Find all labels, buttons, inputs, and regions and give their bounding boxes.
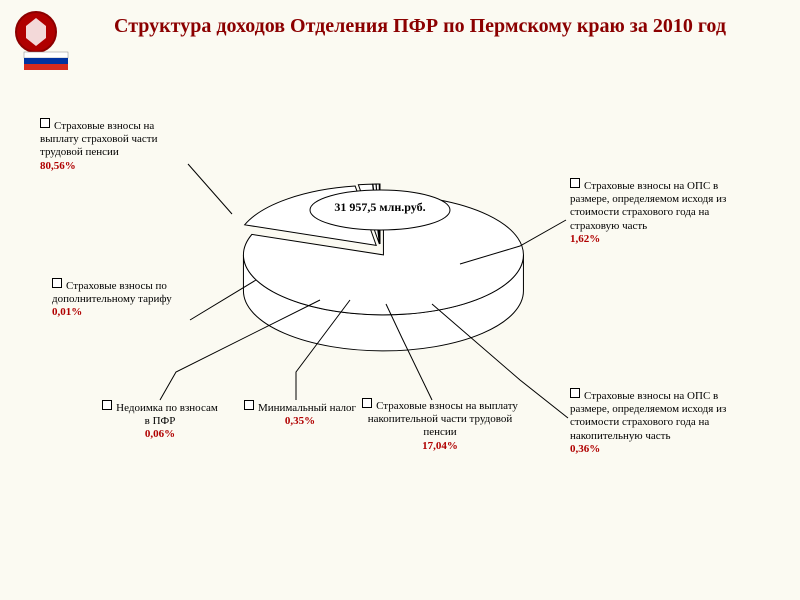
slice-label: Страховые взносы на ОПС в размере, опред… [570,388,755,456]
slice-percent: 80,56% [40,160,76,172]
legend-marker-icon [102,400,112,410]
legend-marker-icon [40,118,50,128]
legend-marker-icon [244,400,254,410]
slice-label: Страховые взносы на ОПС в размере, опред… [570,178,755,246]
legend-marker-icon [362,398,372,408]
slice-label-text: Страховые взносы на ОПС в размере, опред… [570,180,726,232]
slice-label-text: Страховые взносы на выплату страховой ча… [40,120,158,158]
slice-label: Страховые взносы на выплату накопительно… [360,398,520,453]
slice-label: Страховые взносы на выплату страховой ча… [40,118,190,173]
slice-percent: 0,01% [52,306,82,318]
slice-percent: 0,35% [285,415,315,427]
slice-label: Минимальный налог0,35% [240,400,360,428]
slice-percent: 1,62% [570,233,600,245]
slice-percent: 0,36% [570,443,600,455]
slice-label-text: Страховые взносы по дополнительному тари… [52,280,172,305]
legend-marker-icon [570,388,580,398]
slice-label-text: Минимальный налог [258,402,356,414]
slice-percent: 0,06% [145,428,175,440]
slice-percent: 17,04% [422,440,458,452]
total-value-label: 31 957,5 млн.руб. [310,200,450,215]
slice-label-text: Недоимка по взносам в ПФР [116,402,218,427]
slice-label: Страховые взносы по дополнительному тари… [52,278,192,320]
pfr-logo-icon [8,8,78,78]
legend-marker-icon [570,178,580,188]
slice-label-text: Страховые взносы на ОПС в размере, опред… [570,390,726,442]
slice-label: Недоимка по взносам в ПФР0,06% [100,400,220,442]
legend-marker-icon [52,278,62,288]
slice-label-text: Страховые взносы на выплату накопительно… [368,400,518,438]
income-structure-pie-chart [210,140,550,370]
slide-title: Структура доходов Отделения ПФР по Пермс… [100,14,740,39]
